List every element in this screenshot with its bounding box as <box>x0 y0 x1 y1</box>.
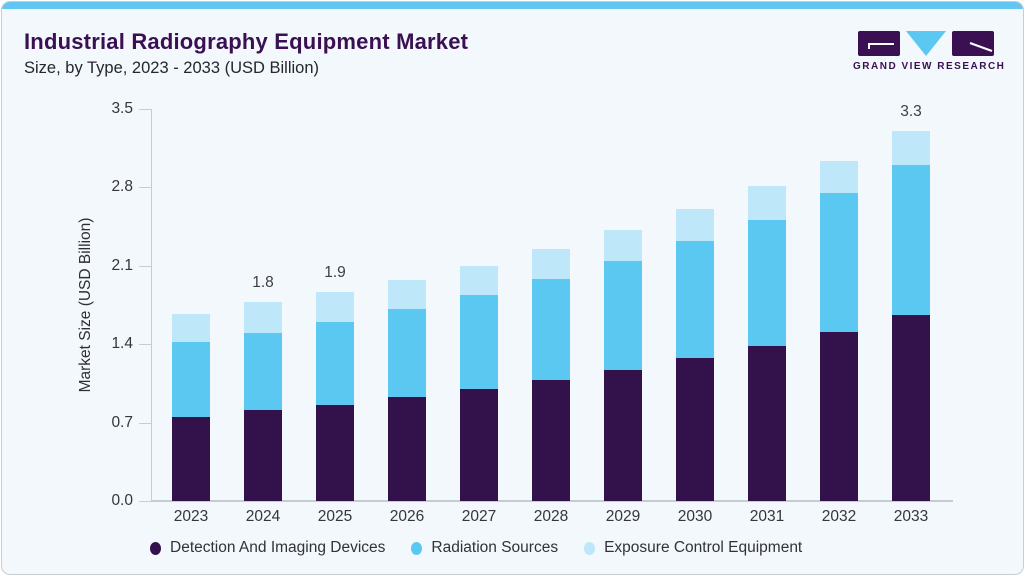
y-tick-label: 2.1 <box>111 257 133 274</box>
bar-segment-radiation-sources <box>532 279 570 380</box>
bar-segment-detection-and-imaging-devices <box>316 405 354 501</box>
y-tick-label: 3.5 <box>111 100 133 117</box>
bar-segment-exposure-control-equipment <box>172 314 210 342</box>
legend-dot-icon <box>584 541 596 555</box>
legend-dot-icon <box>150 541 161 555</box>
bar-segment-detection-and-imaging-devices <box>532 380 570 501</box>
y-tick-mark <box>139 187 151 188</box>
bar-segment-radiation-sources <box>604 261 642 370</box>
x-tick-label: 2031 <box>749 508 785 525</box>
bar-segment-detection-and-imaging-devices <box>388 397 426 501</box>
page-subtitle: Size, by Type, 2023 - 2033 (USD Billion) <box>24 59 320 77</box>
x-tick-label: 2029 <box>605 508 641 525</box>
bar-segment-radiation-sources <box>676 241 714 358</box>
bar-segment-exposure-control-equipment <box>460 266 498 295</box>
y-tick-mark <box>139 266 151 267</box>
bar-segment-radiation-sources <box>316 322 354 405</box>
bar-segment-exposure-control-equipment <box>388 280 426 309</box>
x-tick-label: 2033 <box>893 508 929 525</box>
page-title: Industrial Radiography Equipment Market <box>24 29 469 54</box>
legend-label: Exposure Control Equipment <box>604 539 803 556</box>
legend-label: Radiation Sources <box>431 539 559 556</box>
legend-item: Radiation Sources <box>411 539 558 557</box>
bar-segment-detection-and-imaging-devices <box>676 358 714 501</box>
bar-segment-radiation-sources <box>820 193 858 332</box>
bar-segment-detection-and-imaging-devices <box>460 389 498 501</box>
legend-item: Exposure Control Equipment <box>584 539 802 557</box>
bar-segment-radiation-sources <box>244 333 282 410</box>
bar-value-label: 1.9 <box>324 264 346 281</box>
logo-r-block-icon <box>952 31 994 56</box>
x-tick-label: 2024 <box>245 508 281 525</box>
x-tick-label: 2032 <box>821 508 857 525</box>
y-tick-label: 1.4 <box>111 335 133 352</box>
bar-segment-exposure-control-equipment <box>244 302 282 333</box>
bar-segment-radiation-sources <box>748 220 786 346</box>
bar-segment-radiation-sources <box>460 295 498 389</box>
legend-item: Detection And Imaging Devices <box>150 539 385 557</box>
bar-segment-detection-and-imaging-devices <box>172 417 210 501</box>
y-tick-mark <box>139 344 151 345</box>
chart-legend: Detection And Imaging Devices Radiation S… <box>150 539 802 557</box>
x-tick-label: 2026 <box>389 508 425 525</box>
legend-label: Detection And Imaging Devices <box>170 539 386 556</box>
bar-segment-detection-and-imaging-devices <box>244 410 282 501</box>
bar-segment-exposure-control-equipment <box>532 249 570 279</box>
y-axis-line <box>151 109 152 501</box>
logo-brand-text: GRAND VIEW RESEARCH <box>853 61 1006 72</box>
bar-segment-radiation-sources <box>388 309 426 397</box>
bar-segment-exposure-control-equipment <box>748 186 786 220</box>
x-tick-label: 2028 <box>533 508 569 525</box>
y-tick-mark <box>139 423 151 424</box>
header: Industrial Radiography Equipment Market … <box>24 29 468 78</box>
bar-segment-exposure-control-equipment <box>820 161 858 193</box>
bar-segment-exposure-control-equipment <box>676 209 714 241</box>
bar-segment-radiation-sources <box>172 342 210 417</box>
gvr-logo-icon <box>853 31 999 56</box>
bar-segment-exposure-control-equipment <box>892 131 930 165</box>
x-tick-label: 2023 <box>173 508 209 525</box>
bar-segment-detection-and-imaging-devices <box>892 315 930 501</box>
bar-segment-detection-and-imaging-devices <box>748 346 786 501</box>
bar-value-label: 3.3 <box>900 103 922 120</box>
y-tick-label: 0.0 <box>111 492 133 509</box>
grand-view-research-logo: GRAND VIEW RESEARCH <box>853 31 1006 72</box>
x-tick-label: 2025 <box>317 508 353 525</box>
y-tick-mark <box>139 501 151 502</box>
bar-segment-exposure-control-equipment <box>316 292 354 322</box>
x-tick-label: 2027 <box>461 508 497 525</box>
x-tick-label: 2030 <box>677 508 713 525</box>
logo-g-block-icon <box>858 31 900 56</box>
bar-segment-detection-and-imaging-devices <box>820 332 858 501</box>
bar-segment-detection-and-imaging-devices <box>604 370 642 501</box>
bar-segment-exposure-control-equipment <box>604 230 642 261</box>
y-tick-mark <box>139 109 151 110</box>
y-tick-label: 2.8 <box>111 178 133 195</box>
top-accent-strip <box>2 2 1023 9</box>
legend-dot-icon <box>411 541 423 555</box>
logo-v-triangle-icon <box>906 31 946 56</box>
y-tick-label: 0.7 <box>111 414 133 431</box>
bar-segment-radiation-sources <box>892 165 930 315</box>
bar-value-label: 1.8 <box>252 274 274 291</box>
y-axis-title: Market Size (USD Billion) <box>77 217 94 393</box>
